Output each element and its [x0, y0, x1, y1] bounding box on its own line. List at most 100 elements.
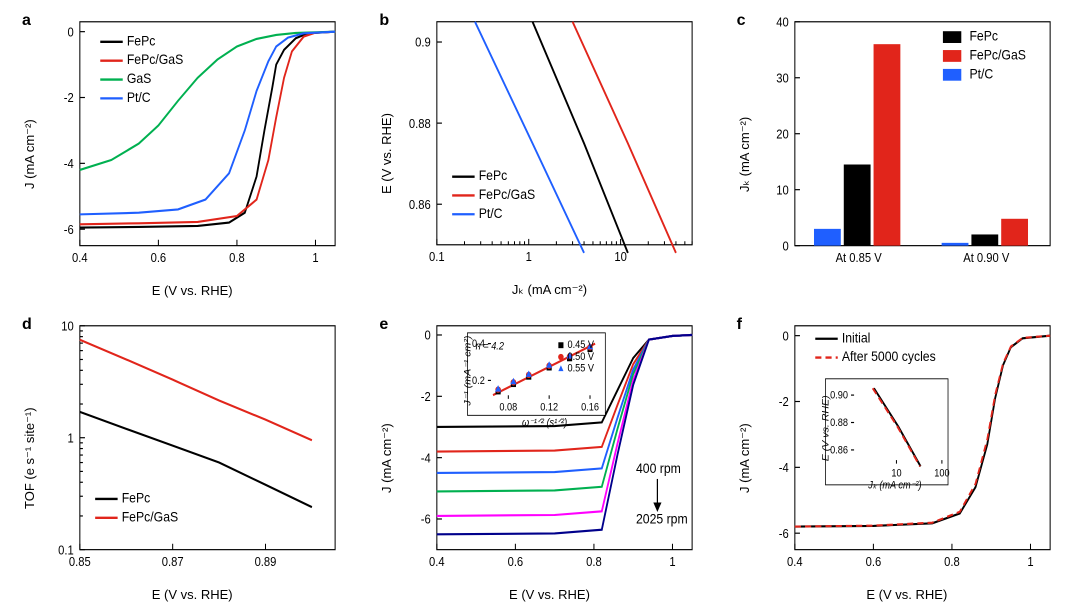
svg-text:0.6: 0.6 — [508, 554, 524, 569]
svg-text:2025 rpm: 2025 rpm — [636, 511, 688, 527]
svg-text:FePc/GaS: FePc/GaS — [127, 51, 184, 67]
svg-text:10: 10 — [776, 183, 789, 198]
svg-text:20: 20 — [776, 127, 789, 142]
panel-f-plot: J (mA cm⁻²) 0.4 0.6 0.8 1 -6 -4 -2 0 Initial Aft… — [735, 314, 1060, 602]
svg-text:0.8: 0.8 — [944, 554, 960, 569]
svg-text:0.9: 0.9 — [415, 35, 431, 50]
panel-f-ylabel: J (mA cm⁻²) — [735, 314, 754, 602]
svg-text:10: 10 — [615, 249, 628, 264]
panel-c-plot: Jₖ (mA cm⁻²) 010203040At 0.85 VAt 0.90 V… — [735, 10, 1060, 298]
svg-text:0.90: 0.90 — [830, 390, 848, 402]
svg-text:0.4: 0.4 — [787, 554, 803, 569]
panel-b-svg: 0.11100.860.880.9 FePcFePc/GaSPt/C — [396, 10, 702, 280]
svg-text:40: 40 — [776, 15, 789, 30]
svg-text:100: 100 — [934, 468, 950, 480]
svg-text:0: 0 — [782, 329, 788, 344]
panel-e-plot: J (mA cm⁻²) 0.40.60.81-6-4-20 0.080.120.… — [377, 314, 702, 602]
panel-c-xlabel — [754, 281, 1060, 298]
svg-text:0.55 V: 0.55 V — [568, 363, 595, 375]
svg-text:E (V vs. RHE): E (V vs. RHE) — [821, 395, 831, 461]
svg-text:1: 1 — [670, 554, 676, 569]
panel-a: a J (mA cm⁻²) 0.40.60.81-6-4-20 FePcFePc… — [20, 10, 345, 298]
svg-text:Pt/C: Pt/C — [479, 205, 503, 221]
svg-text:-6: -6 — [778, 526, 788, 541]
svg-text:At 0.85 V: At 0.85 V — [835, 250, 882, 265]
panel-e-xlabel-text: E (V vs. RHE) — [509, 587, 590, 602]
svg-text:FePc/GaS: FePc/GaS — [969, 47, 1026, 63]
svg-text:0.86: 0.86 — [409, 197, 431, 212]
svg-text:After 5000 cycles: After 5000 cycles — [841, 348, 935, 364]
panel-d: d TOF (e s⁻¹ site⁻¹) 0.850.870.890.1110 … — [20, 314, 345, 602]
svg-text:ω⁻¹ᐟ² (s¹ᐟ²): ω⁻¹ᐟ² (s¹ᐟ²) — [522, 417, 567, 429]
svg-text:0.12: 0.12 — [541, 402, 559, 414]
svg-text:1: 1 — [67, 431, 73, 446]
svg-text:0.86: 0.86 — [830, 445, 848, 457]
svg-text:0.87: 0.87 — [162, 554, 184, 569]
panel-b-plot: E (V vs. RHE) 0.11100.860.880.9 FePcFePc… — [377, 10, 702, 298]
svg-text:-6: -6 — [421, 512, 431, 527]
svg-text:0.08: 0.08 — [500, 402, 518, 414]
svg-text:0.50 V: 0.50 V — [568, 351, 595, 363]
svg-text:J⁻¹ (mA⁻¹ cm²): J⁻¹ (mA⁻¹ cm²) — [463, 336, 473, 407]
panel-a-plot: J (mA cm⁻²) 0.40.60.81-6-4-20 FePcFePc/G… — [20, 10, 345, 298]
panel-f-xlabel-text: E (V vs. RHE) — [866, 587, 947, 602]
svg-text:-2: -2 — [778, 394, 788, 409]
svg-text:-2: -2 — [64, 90, 74, 105]
svg-text:0.8: 0.8 — [229, 250, 245, 265]
svg-text:0: 0 — [425, 328, 431, 343]
svg-text:0.4: 0.4 — [72, 250, 88, 265]
svg-text:0.88: 0.88 — [409, 116, 431, 131]
panel-d-frame — [80, 326, 335, 550]
figure-page: a J (mA cm⁻²) 0.40.60.81-6-4-20 FePcFePc… — [0, 0, 1080, 610]
svg-text:Initial: Initial — [841, 329, 870, 345]
panel-a-ylabel: J (mA cm⁻²) — [20, 10, 39, 298]
svg-text:0.1: 0.1 — [429, 249, 445, 264]
panel-e-svg: 0.40.60.81-6-4-20 0.080.120.160.20.4n = … — [396, 314, 702, 585]
panel-e-xlabel: E (V vs. RHE) — [396, 585, 702, 602]
svg-text:-2: -2 — [421, 389, 431, 404]
svg-text:0.1: 0.1 — [58, 543, 74, 558]
svg-text:-4: -4 — [778, 460, 788, 475]
svg-text:FePc: FePc — [969, 28, 998, 44]
svg-text:-6: -6 — [64, 222, 74, 237]
svg-text:0.88: 0.88 — [830, 417, 848, 429]
panel-b-xlabel-text: Jₖ (mA cm⁻²) — [512, 282, 587, 297]
panel-e: e J (mA cm⁻²) 0.40.60.81-6-4-20 0.080.12… — [377, 314, 702, 602]
panel-c: c Jₖ (mA cm⁻²) 010203040At 0.85 VAt 0.90… — [735, 10, 1060, 298]
panel-d-svg: 0.850.870.890.1110 FePcFePc/GaS — [39, 314, 345, 585]
svg-text:400 rpm: 400 rpm — [636, 460, 681, 476]
svg-text:-4: -4 — [64, 156, 74, 171]
panel-c-ylabel: Jₖ (mA cm⁻²) — [735, 10, 754, 298]
svg-text:Jₖ (mA cm⁻²): Jₖ (mA cm⁻²) — [867, 480, 921, 492]
panel-c-svg: 010203040At 0.85 VAt 0.90 V FePcFePc/GaS… — [754, 10, 1060, 281]
svg-text:Pt/C: Pt/C — [127, 89, 151, 105]
panel-e-ylabel-text: J (mA cm⁻²) — [379, 423, 394, 493]
panel-f: f J (mA cm⁻²) 0.40.60.81-6-4-20 InitialA… — [735, 314, 1060, 602]
svg-text:0.6: 0.6 — [865, 554, 881, 569]
panel-d-xlabel: E (V vs. RHE) — [39, 585, 345, 602]
svg-text:10: 10 — [61, 319, 74, 334]
panel-b-ylabel-text: E (V vs. RHE) — [379, 114, 394, 195]
svg-text:At 0.90 V: At 0.90 V — [963, 250, 1010, 265]
svg-text:1: 1 — [1027, 554, 1033, 569]
svg-text:GaS: GaS — [127, 70, 152, 86]
svg-text:1: 1 — [312, 250, 318, 265]
svg-text:FePc: FePc — [122, 490, 151, 506]
panel-d-xlabel-text: E (V vs. RHE) — [152, 587, 233, 602]
svg-text:FePc: FePc — [127, 33, 156, 49]
panel-b: b E (V vs. RHE) 0.11100.860.880.9 FePcFe… — [377, 10, 702, 298]
panel-e-ylabel: J (mA cm⁻²) — [377, 314, 396, 602]
panel-f-ylabel-text: J (mA cm⁻²) — [737, 423, 752, 493]
panel-a-svg: 0.40.60.81-6-4-20 FePcFePc/GaSGaSPt/C — [39, 10, 345, 281]
panel-a-frame — [80, 22, 335, 246]
panel-a-xlabel: E (V vs. RHE) — [39, 281, 345, 298]
svg-text:0.89: 0.89 — [255, 554, 277, 569]
svg-text:0.16: 0.16 — [581, 402, 599, 414]
svg-text:0.6: 0.6 — [151, 250, 167, 265]
panel-b-xlabel: Jₖ (mA cm⁻²) — [396, 280, 702, 298]
svg-text:1: 1 — [526, 249, 532, 264]
svg-text:0.2: 0.2 — [472, 375, 485, 387]
panel-a-xlabel-text: E (V vs. RHE) — [152, 283, 233, 298]
panel-b-ylabel: E (V vs. RHE) — [377, 10, 396, 298]
svg-text:FePc/GaS: FePc/GaS — [479, 186, 536, 202]
